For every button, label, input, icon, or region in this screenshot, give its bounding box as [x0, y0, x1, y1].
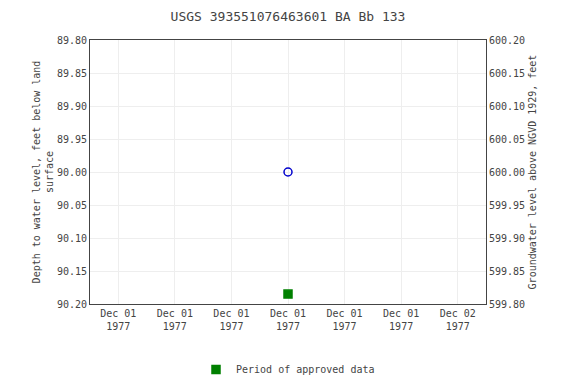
svg-text:Dec 011977: Dec 011977: [213, 308, 249, 332]
svg-text:Dec 011977: Dec 011977: [383, 308, 419, 332]
svg-text:90.15: 90.15: [57, 266, 87, 277]
svg-text:89.90: 89.90: [57, 101, 87, 112]
svg-text:Depth to water level, feet bel: Depth to water level, feet below landsur…: [31, 61, 55, 284]
svg-text:89.80: 89.80: [57, 35, 87, 46]
svg-text:89.85: 89.85: [57, 68, 87, 79]
svg-text:600.05: 600.05: [489, 134, 525, 145]
svg-text:600.20: 600.20: [489, 35, 525, 46]
svg-text:600.00: 600.00: [489, 167, 525, 178]
svg-text:Dec 011977: Dec 011977: [157, 308, 193, 332]
svg-text:USGS 393551076463601 BA Bb 133: USGS 393551076463601 BA Bb 133: [171, 9, 406, 24]
svg-text:89.95: 89.95: [57, 134, 87, 145]
svg-text:600.10: 600.10: [489, 101, 525, 112]
svg-text:90.00: 90.00: [57, 167, 87, 178]
svg-text:Dec 011977: Dec 011977: [327, 308, 363, 332]
svg-text:599.85: 599.85: [489, 266, 525, 277]
svg-text:599.80: 599.80: [489, 299, 525, 310]
svg-text:599.95: 599.95: [489, 200, 525, 211]
svg-text:600.15: 600.15: [489, 68, 525, 79]
svg-text:Groundwater level above NGVD 1: Groundwater level above NGVD 1929, feet: [527, 55, 538, 290]
svg-text:90.20: 90.20: [57, 299, 87, 310]
svg-text:Dec 011977: Dec 011977: [100, 308, 136, 332]
svg-text:599.90: 599.90: [489, 233, 525, 244]
svg-text:90.05: 90.05: [57, 200, 87, 211]
svg-text:90.10: 90.10: [57, 233, 87, 244]
svg-text:Dec 021977: Dec 021977: [440, 308, 476, 332]
svg-text:Period of approved data: Period of approved data: [236, 364, 374, 375]
svg-text:Dec 011977: Dec 011977: [270, 308, 306, 332]
